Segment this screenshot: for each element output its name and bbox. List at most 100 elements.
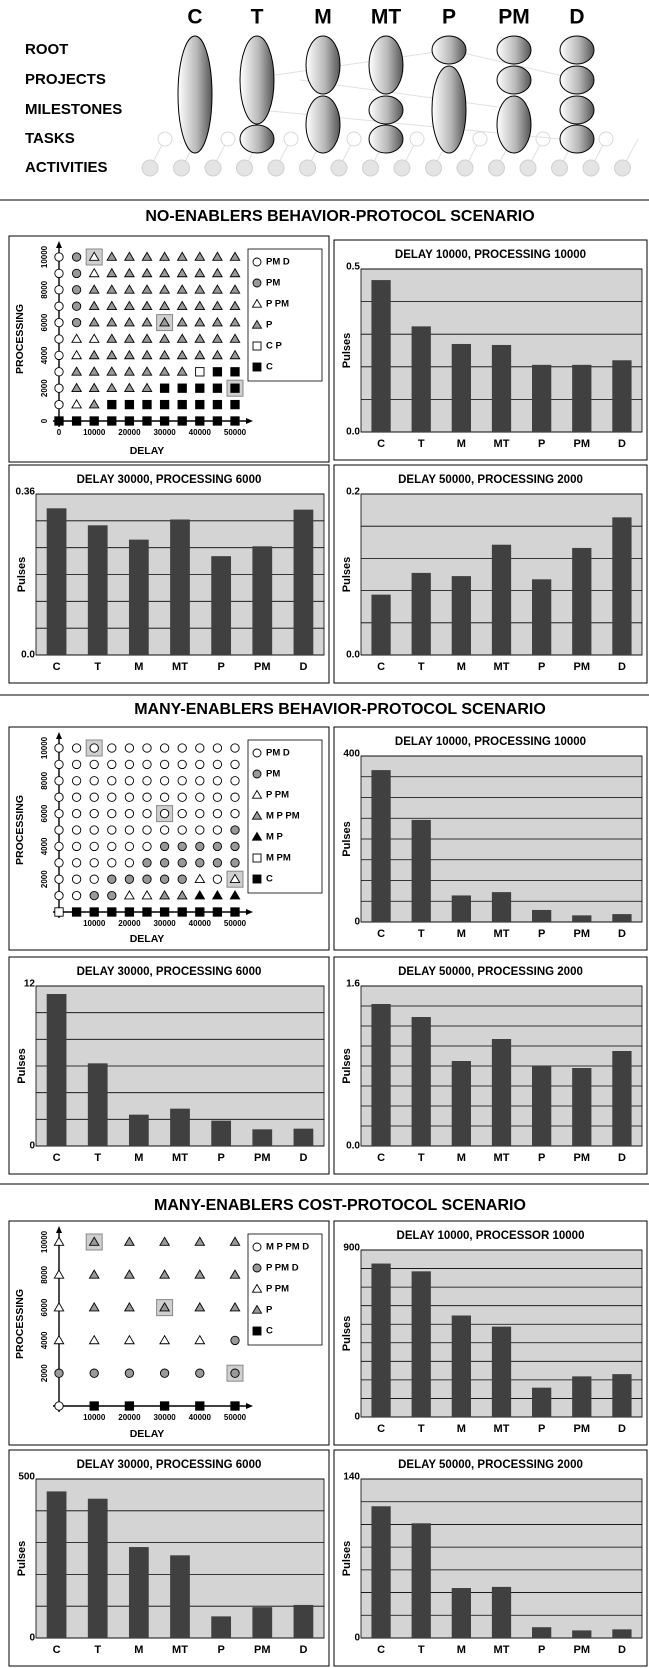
- marker: [90, 1402, 98, 1410]
- x-tick-label: 40000: [189, 919, 212, 928]
- marker: [72, 809, 80, 817]
- x-tick-label: M: [457, 1644, 466, 1656]
- x-tick-label: C: [53, 1152, 61, 1164]
- y-axis-label: Pulses: [341, 821, 353, 856]
- activity-node: [552, 160, 568, 176]
- y-tick-label: 0: [40, 418, 49, 423]
- marker: [55, 351, 63, 359]
- bar: [572, 1068, 591, 1146]
- legend-marker: [253, 363, 261, 371]
- grouping-ellipse: [560, 66, 594, 94]
- x-tick-label: M: [457, 1152, 466, 1164]
- bar: [294, 510, 314, 655]
- marker: [231, 760, 239, 768]
- marker: [108, 417, 116, 425]
- x-tick-label: T: [418, 438, 425, 450]
- marker: [72, 253, 80, 261]
- activity-node: [489, 160, 505, 176]
- y-tick-label: 0.0: [346, 1141, 360, 1152]
- bar: [129, 540, 149, 655]
- marker: [55, 875, 63, 883]
- column-label: M: [314, 6, 332, 29]
- y-tick-label: 10000: [40, 245, 49, 268]
- legend-marker: [253, 1327, 261, 1335]
- y-axis-label: Pulses: [341, 557, 353, 592]
- marker: [108, 809, 116, 817]
- marker: [90, 875, 98, 883]
- marker: [143, 400, 151, 408]
- marker: [90, 417, 98, 425]
- bar: [129, 1547, 149, 1638]
- y-tick-label: 0.36: [16, 487, 36, 498]
- marker: [125, 875, 133, 883]
- marker: [108, 777, 116, 785]
- activity-node: [363, 160, 379, 176]
- x-tick-label: 0: [57, 428, 62, 437]
- bar: [371, 770, 390, 922]
- x-tick-label: P: [217, 1644, 224, 1656]
- x-tick-label: MT: [494, 1644, 510, 1656]
- bar: [492, 1327, 511, 1417]
- y-axis-label: Pulses: [341, 1048, 353, 1083]
- marker: [90, 891, 98, 899]
- marker: [55, 384, 63, 392]
- bar: [211, 556, 231, 655]
- marker: [90, 760, 98, 768]
- task-node: [347, 132, 361, 146]
- marker: [108, 859, 116, 867]
- bar: [88, 525, 108, 655]
- marker: [90, 859, 98, 867]
- x-tick-label: MT: [172, 1644, 188, 1656]
- x-tick-label: D: [299, 1644, 307, 1656]
- activity-node: [331, 160, 347, 176]
- y-axis-label: PROCESSING: [14, 1289, 26, 1359]
- marker: [72, 826, 80, 834]
- marker: [160, 1402, 168, 1410]
- x-tick-label: D: [618, 661, 626, 673]
- marker: [55, 1369, 63, 1377]
- x-tick-label: C: [53, 661, 61, 673]
- marker: [231, 809, 239, 817]
- marker: [178, 809, 186, 817]
- x-tick-label: PM: [254, 661, 271, 673]
- chart-title: DELAY 50000, PROCESSING 2000: [398, 1459, 583, 1471]
- bar: [47, 994, 67, 1146]
- marker: [213, 384, 221, 392]
- y-tick-label: 6000: [40, 804, 49, 822]
- y-tick-label: 500: [18, 1472, 35, 1483]
- marker: [213, 908, 221, 916]
- marker: [231, 793, 239, 801]
- marker: [72, 875, 80, 883]
- x-tick-label: M: [457, 1423, 466, 1435]
- bar: [371, 280, 390, 432]
- marker: [55, 777, 63, 785]
- column-label: T: [251, 6, 264, 29]
- x-tick-label: D: [299, 661, 307, 673]
- marker: [125, 809, 133, 817]
- legend-label: M P PM D: [266, 1242, 309, 1253]
- x-tick-label: 20000: [118, 428, 141, 437]
- legend-label: C: [266, 362, 273, 373]
- marker: [178, 875, 186, 883]
- x-tick-label: T: [418, 1152, 425, 1164]
- grouping-ellipse: [369, 36, 403, 94]
- marker: [72, 269, 80, 277]
- x-tick-label: T: [94, 1644, 101, 1656]
- x-tick-label: P: [538, 1423, 545, 1435]
- bar: [572, 548, 591, 655]
- chart-title: DELAY 30000, PROCESSING 6000: [77, 966, 262, 978]
- x-tick-label: MT: [172, 661, 188, 673]
- bar: [572, 915, 591, 922]
- marker: [55, 744, 63, 752]
- x-tick-label: P: [538, 1152, 545, 1164]
- marker: [55, 417, 63, 425]
- marker: [213, 760, 221, 768]
- grouping-ellipse: [560, 125, 594, 153]
- bar: [170, 1109, 190, 1146]
- x-tick-label: C: [377, 1152, 385, 1164]
- marker: [125, 744, 133, 752]
- marker: [55, 400, 63, 408]
- bar: [412, 820, 431, 922]
- y-tick-label: 2000: [40, 379, 49, 397]
- marker: [125, 400, 133, 408]
